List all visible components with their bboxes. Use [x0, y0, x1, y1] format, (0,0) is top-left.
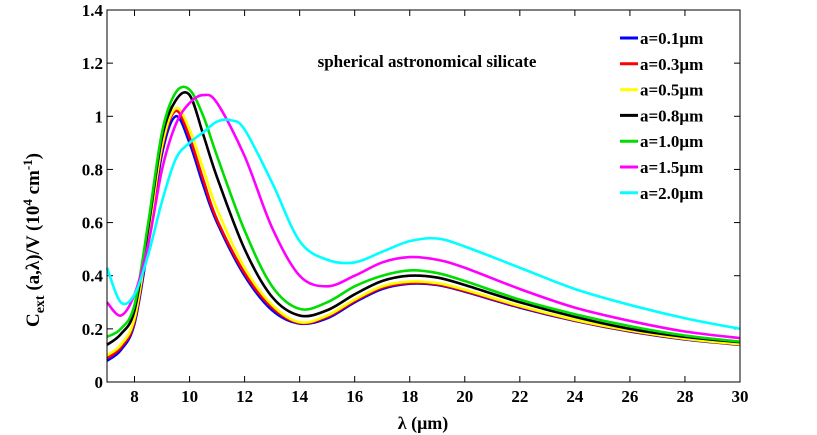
x-tick-label: 20	[456, 387, 473, 406]
legend-label: a=1.0μm	[640, 132, 703, 151]
y-tick-label: 1.2	[82, 54, 103, 73]
y-label-main: C	[23, 313, 44, 327]
x-tick-label: 30	[732, 387, 749, 406]
y-tick-label: 0.6	[82, 214, 103, 233]
y-label-mid2: cm	[23, 170, 44, 199]
y-tick-labels: 0 0.2 0.4 0.6 0.8 1 1.2 1.4	[82, 1, 104, 392]
x-tick-label: 24	[566, 387, 584, 406]
series-line-6	[106, 93, 741, 340]
x-tick-labels: 8 10 12 14 16 18 20 22 24 26 28 30	[130, 387, 748, 406]
x-tick-label: 14	[291, 387, 309, 406]
y-tick-label: 0.4	[82, 267, 104, 286]
y-tick-label: 0.2	[82, 320, 103, 339]
x-tick-label: 22	[511, 387, 528, 406]
series-line-7	[105, 118, 741, 331]
chart-annotation: spherical astronomical silicate	[318, 52, 537, 71]
y-label-mid: (a,λ)/V (10	[23, 206, 44, 296]
legend-label: a=2.0μm	[640, 184, 703, 203]
x-tick-label: 12	[236, 387, 253, 406]
x-tick-label: 8	[130, 387, 139, 406]
y-label-sub: ext	[33, 295, 48, 313]
plot-frame	[106, 9, 741, 383]
y-tick-label: 0	[95, 373, 104, 392]
y-label-sup2: -1	[20, 159, 35, 170]
legend-label: a=0.5μm	[640, 81, 703, 100]
legend-label: a=0.8μm	[640, 106, 703, 125]
y-label-sup1: 4	[20, 199, 35, 206]
y-tick-label: 1.4	[82, 1, 104, 20]
x-axis-label: λ (μm)	[398, 413, 449, 434]
legend-label: a=1.5μm	[640, 158, 703, 177]
x-tick-label: 10	[181, 387, 198, 406]
legend: a=0.1μm a=0.3μm a=0.5μm a=0.8μm a=1.0μm a=1.5…	[620, 29, 703, 203]
y-label-end: )	[23, 153, 44, 159]
legend-label: a=0.1μm	[640, 29, 703, 48]
series-line-4	[106, 91, 741, 346]
x-tick-label: 16	[346, 387, 363, 406]
x-tick-label: 26	[621, 387, 638, 406]
legend-label: a=0.3μm	[640, 55, 703, 74]
x-tick-label: 28	[676, 387, 693, 406]
y-axis-label: Cext (a,λ)/V (104 cm-1)	[20, 153, 48, 327]
y-tick-label: 0.8	[82, 160, 103, 179]
y-tick-label: 1	[95, 107, 104, 126]
series-line-5	[106, 85, 741, 343]
series-lines	[105, 85, 741, 362]
x-tick-label: 18	[401, 387, 418, 406]
